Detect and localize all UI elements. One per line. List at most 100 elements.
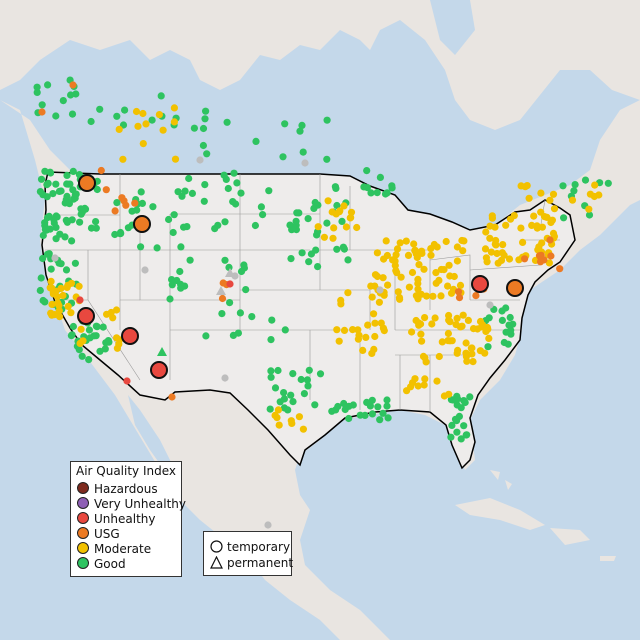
station-marker bbox=[218, 310, 226, 318]
station-marker bbox=[55, 187, 64, 195]
station-marker bbox=[78, 208, 86, 216]
station-marker bbox=[248, 313, 256, 321]
permanent-station-marker bbox=[216, 286, 226, 295]
station-marker bbox=[354, 326, 362, 334]
station-marker bbox=[537, 189, 545, 197]
station-marker bbox=[410, 240, 418, 248]
station-marker bbox=[438, 338, 446, 346]
station-marker bbox=[102, 186, 110, 194]
legend-item-moderate: Moderate bbox=[77, 542, 151, 556]
highlighted-station-marker bbox=[150, 361, 168, 379]
highlighted-station-markers bbox=[77, 174, 524, 379]
station-marker bbox=[448, 421, 456, 429]
station-marker bbox=[493, 249, 501, 258]
station-marker bbox=[383, 189, 391, 197]
station-marker bbox=[118, 194, 126, 202]
station-marker bbox=[509, 320, 517, 328]
station-marker bbox=[38, 101, 46, 109]
station-marker bbox=[397, 273, 405, 281]
station-marker bbox=[50, 216, 58, 224]
station-marker bbox=[537, 208, 545, 216]
station-marker bbox=[453, 314, 461, 322]
station-marker bbox=[242, 286, 250, 294]
station-marker bbox=[96, 105, 104, 113]
station-marker bbox=[55, 301, 63, 310]
station-marker bbox=[52, 180, 60, 188]
station-marker bbox=[420, 381, 428, 389]
station-marker bbox=[92, 218, 100, 226]
station-marker bbox=[51, 254, 59, 262]
station-marker bbox=[87, 117, 95, 126]
station-marker bbox=[37, 274, 45, 282]
station-marker bbox=[201, 181, 209, 189]
station-marker bbox=[196, 156, 204, 164]
station-marker bbox=[525, 194, 533, 202]
station-marker bbox=[43, 226, 51, 234]
station-marker bbox=[453, 349, 461, 357]
station-marker bbox=[485, 314, 493, 322]
station-marker bbox=[340, 326, 349, 334]
station-marker bbox=[476, 317, 485, 326]
highlighted-station-marker bbox=[121, 327, 139, 345]
station-marker bbox=[111, 207, 119, 215]
station-marker bbox=[71, 194, 79, 202]
station-marker bbox=[63, 171, 71, 179]
station-marker bbox=[549, 190, 558, 198]
station-marker bbox=[412, 292, 420, 300]
station-marker bbox=[457, 435, 465, 443]
station-marker bbox=[168, 393, 176, 401]
station-marker bbox=[90, 332, 98, 340]
legend-item-good: Good bbox=[77, 557, 126, 571]
station-marker bbox=[271, 384, 280, 392]
station-marker bbox=[39, 254, 47, 263]
legend-item-temporary: temporary bbox=[210, 540, 290, 554]
station-marker bbox=[292, 221, 300, 229]
station-marker bbox=[240, 261, 248, 269]
station-marker bbox=[139, 140, 147, 148]
legend-label: permanent bbox=[227, 556, 294, 570]
station-marker bbox=[173, 276, 181, 285]
permanent-station-marker bbox=[157, 347, 167, 356]
station-marker bbox=[433, 377, 441, 385]
legend-item-usg: USG bbox=[77, 527, 120, 541]
station-marker bbox=[488, 214, 496, 222]
station-marker bbox=[264, 521, 272, 529]
station-marker bbox=[340, 245, 348, 253]
station-marker bbox=[116, 228, 125, 237]
station-marker bbox=[473, 325, 482, 333]
station-marker bbox=[538, 223, 547, 231]
station-marker bbox=[102, 339, 110, 347]
station-marker bbox=[421, 375, 429, 383]
station-marker bbox=[444, 329, 452, 338]
station-marker bbox=[427, 251, 435, 259]
station-marker bbox=[49, 290, 58, 298]
unhealthy-swatch-icon bbox=[77, 512, 89, 524]
station-marker bbox=[76, 296, 84, 304]
station-marker bbox=[366, 402, 374, 410]
station-marker bbox=[59, 97, 67, 105]
station-marker bbox=[375, 298, 383, 306]
station-marker bbox=[547, 252, 555, 260]
station-marker bbox=[176, 267, 184, 276]
station-marker bbox=[323, 155, 331, 163]
station-marker bbox=[374, 403, 382, 411]
station-marker bbox=[447, 396, 455, 404]
station-marker bbox=[414, 285, 422, 293]
station-marker bbox=[201, 115, 209, 123]
station-marker bbox=[85, 326, 93, 334]
station-marker bbox=[259, 211, 267, 219]
station-marker bbox=[41, 298, 49, 306]
station-marker bbox=[41, 167, 49, 175]
station-marker bbox=[417, 320, 425, 328]
station-marker bbox=[62, 266, 71, 274]
station-marker bbox=[367, 282, 375, 290]
station-marker bbox=[33, 83, 41, 91]
station-marker bbox=[171, 155, 180, 163]
station-marker bbox=[550, 205, 559, 213]
station-marker bbox=[376, 286, 384, 294]
station-marker bbox=[123, 377, 131, 385]
station-marker bbox=[460, 237, 468, 245]
station-marker bbox=[329, 234, 337, 242]
station-marker bbox=[149, 203, 157, 211]
station-marker bbox=[388, 182, 396, 190]
